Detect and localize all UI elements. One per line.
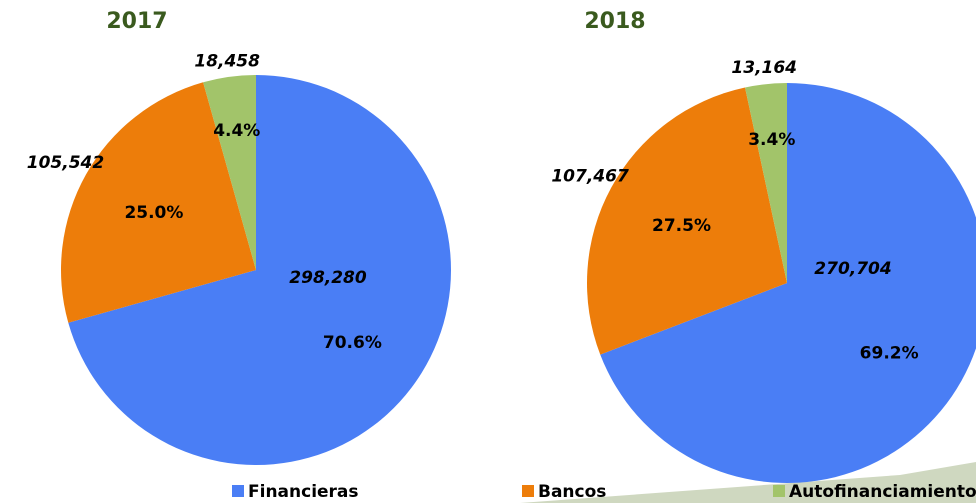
decoration	[520, 462, 976, 503]
legend-label: Autofinanciamiento	[789, 482, 976, 502]
value-label: 298,280	[289, 268, 367, 288]
legend-swatch	[773, 485, 785, 497]
percent-label: 3.4%	[748, 130, 795, 150]
legend-swatch	[232, 485, 244, 497]
value-label: 270,704	[814, 259, 891, 279]
pie-slice	[745, 83, 787, 283]
value-label: 13,164	[731, 58, 797, 78]
percent-label: 25.0%	[124, 203, 183, 223]
percent-label: 69.2%	[860, 343, 919, 363]
legend-swatch	[522, 485, 534, 497]
chart-title: 2018	[584, 9, 645, 34]
value-label: 107,467	[551, 166, 629, 186]
value-label: 18,458	[194, 51, 260, 71]
pie-slice	[600, 83, 976, 483]
pie-slice	[68, 75, 452, 466]
legend-label: Bancos	[538, 482, 606, 502]
chart-title: 2017	[106, 9, 167, 34]
percent-label: 4.4%	[213, 121, 260, 141]
pie-slice	[203, 75, 256, 270]
percent-label: 70.6%	[323, 333, 382, 353]
pie-slice	[587, 87, 787, 355]
percent-label: 27.5%	[652, 216, 711, 236]
legend-label: Financieras	[248, 482, 359, 502]
value-label: 105,542	[27, 153, 104, 173]
pie-slice	[60, 82, 256, 323]
